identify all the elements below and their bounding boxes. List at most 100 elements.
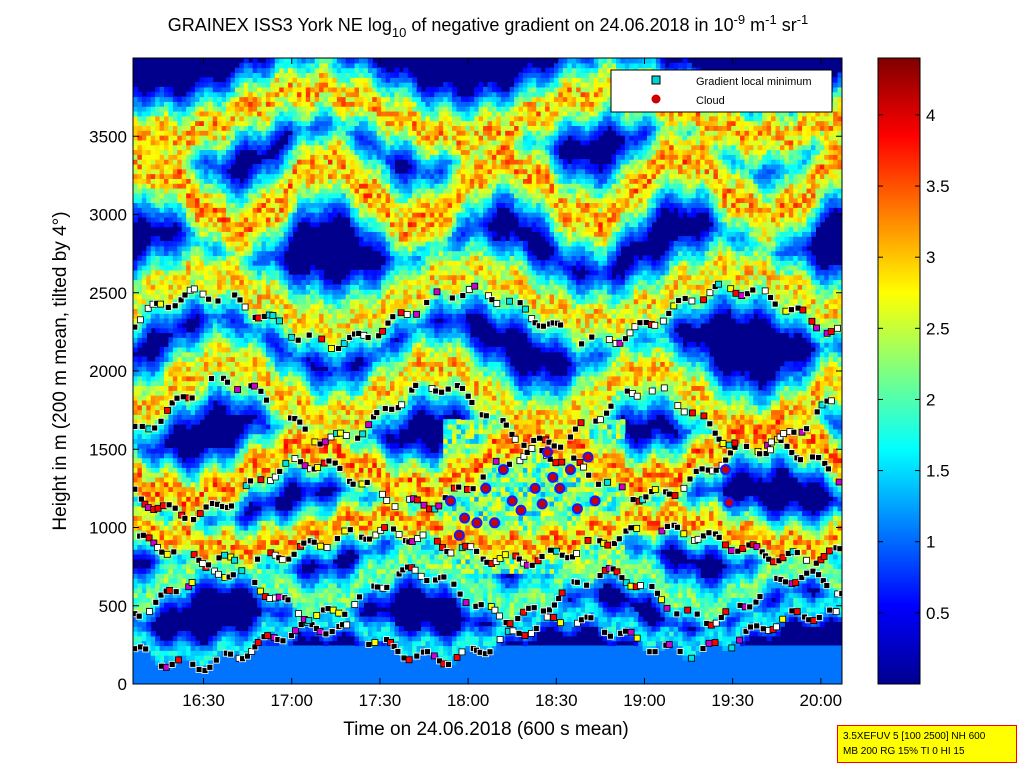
heatmap-cell — [230, 452, 236, 459]
heatmap-cell — [146, 582, 152, 589]
heatmap-cell — [212, 635, 218, 642]
heatmap-cell — [310, 82, 316, 88]
heatmap-cell — [208, 361, 214, 367]
heatmap-cell — [137, 192, 143, 199]
heatmap-cell — [252, 303, 258, 309]
heatmap-cell — [168, 130, 174, 136]
heatmap-cell — [310, 371, 316, 377]
heatmap-cell — [252, 491, 258, 497]
heatmap-cell — [292, 168, 298, 175]
heatmap-cell — [252, 399, 258, 406]
heatmap-cell — [172, 462, 178, 468]
heatmap-cell — [212, 356, 218, 362]
heatmap-cell — [248, 173, 254, 179]
heatmap-cell — [279, 250, 285, 257]
heatmap-cell — [314, 544, 320, 550]
heatmap-cell — [172, 183, 178, 189]
heatmap-cell — [186, 144, 192, 151]
heatmap-cell — [208, 327, 214, 334]
heatmap-cell — [212, 337, 218, 343]
heatmap-cell — [234, 308, 240, 314]
heatmap-cell — [195, 135, 201, 141]
heatmap-cell — [323, 163, 329, 170]
heatmap-cell — [195, 337, 201, 343]
heatmap-cell — [305, 505, 311, 512]
heatmap-cell — [314, 404, 320, 411]
heatmap-cell — [234, 553, 240, 560]
heatmap-cell — [195, 202, 201, 208]
heatmap-cell — [305, 631, 311, 637]
heatmap-cell — [314, 616, 320, 622]
heatmap-cell — [164, 351, 170, 358]
heatmap-cell — [164, 423, 170, 430]
heatmap-cell — [261, 515, 267, 521]
heatmap-cell — [208, 212, 214, 218]
heatmap-cell — [261, 534, 267, 541]
heatmap-cell — [172, 197, 178, 204]
heatmap-cell — [261, 240, 267, 247]
heatmap-cell — [323, 351, 329, 358]
heatmap-cell — [212, 534, 218, 541]
heatmap-cell — [141, 308, 147, 314]
heatmap-cell — [234, 573, 240, 579]
heatmap-cell — [301, 491, 307, 497]
heatmap-cell — [314, 351, 320, 358]
heatmap-cell — [265, 558, 271, 565]
heatmap-cell — [155, 245, 161, 252]
heatmap-cell — [199, 366, 205, 372]
heatmap-cell — [208, 525, 214, 531]
heatmap-cell — [314, 216, 320, 223]
heatmap-cell — [279, 216, 285, 223]
heatmap-cell — [243, 72, 249, 78]
heatmap-cell — [248, 351, 254, 358]
heatmap-cell — [221, 178, 227, 184]
heatmap-cell — [239, 207, 245, 213]
heatmap-cell — [155, 635, 161, 642]
heatmap-cell — [146, 491, 152, 497]
heatmap-cell — [288, 298, 294, 305]
heatmap-cell — [243, 356, 249, 362]
heatmap-cell — [296, 139, 302, 146]
heatmap-cell — [190, 640, 196, 647]
heatmap-cell — [270, 250, 276, 257]
heatmap-cell — [168, 168, 174, 175]
heatmap-cell — [257, 163, 263, 170]
heatmap-cell — [186, 260, 192, 266]
heatmap-cell — [296, 568, 302, 574]
heatmap-cell — [283, 346, 289, 353]
heatmap-cell — [186, 279, 192, 285]
heatmap-cell — [283, 472, 289, 478]
heatmap-cell — [199, 655, 205, 661]
heatmap-cell — [301, 606, 307, 613]
heatmap-cell — [230, 568, 236, 574]
heatmap-cell — [305, 390, 311, 396]
heatmap-cell — [248, 578, 254, 584]
heatmap-cell — [292, 409, 298, 415]
heatmap-cell — [177, 106, 183, 112]
heatmap-cell — [221, 399, 227, 406]
heatmap-cell — [292, 226, 298, 232]
heatmap-cell — [323, 404, 329, 411]
heatmap-cell — [270, 491, 276, 497]
heatmap-cell — [212, 467, 218, 473]
heatmap-cell — [296, 395, 302, 401]
heatmap-cell — [274, 529, 280, 536]
heatmap-cell — [177, 578, 183, 584]
heatmap-cell — [257, 77, 263, 83]
heatmap-cell — [199, 404, 205, 411]
heatmap-cell — [168, 674, 174, 680]
heatmap-cell — [261, 168, 267, 175]
heatmap-cell — [159, 106, 165, 112]
heatmap-cell — [234, 255, 240, 261]
heatmap-cell — [172, 130, 178, 136]
heatmap-cell — [319, 188, 325, 194]
heatmap-cell — [319, 501, 325, 507]
heatmap-cell — [301, 438, 307, 444]
heatmap-cell — [186, 159, 192, 165]
heatmap-cell — [305, 183, 311, 189]
heatmap-cell — [283, 168, 289, 175]
heatmap-cell — [168, 361, 174, 367]
heatmap-cell — [305, 159, 311, 165]
heatmap-cell — [159, 669, 165, 675]
heatmap-cell — [279, 226, 285, 232]
